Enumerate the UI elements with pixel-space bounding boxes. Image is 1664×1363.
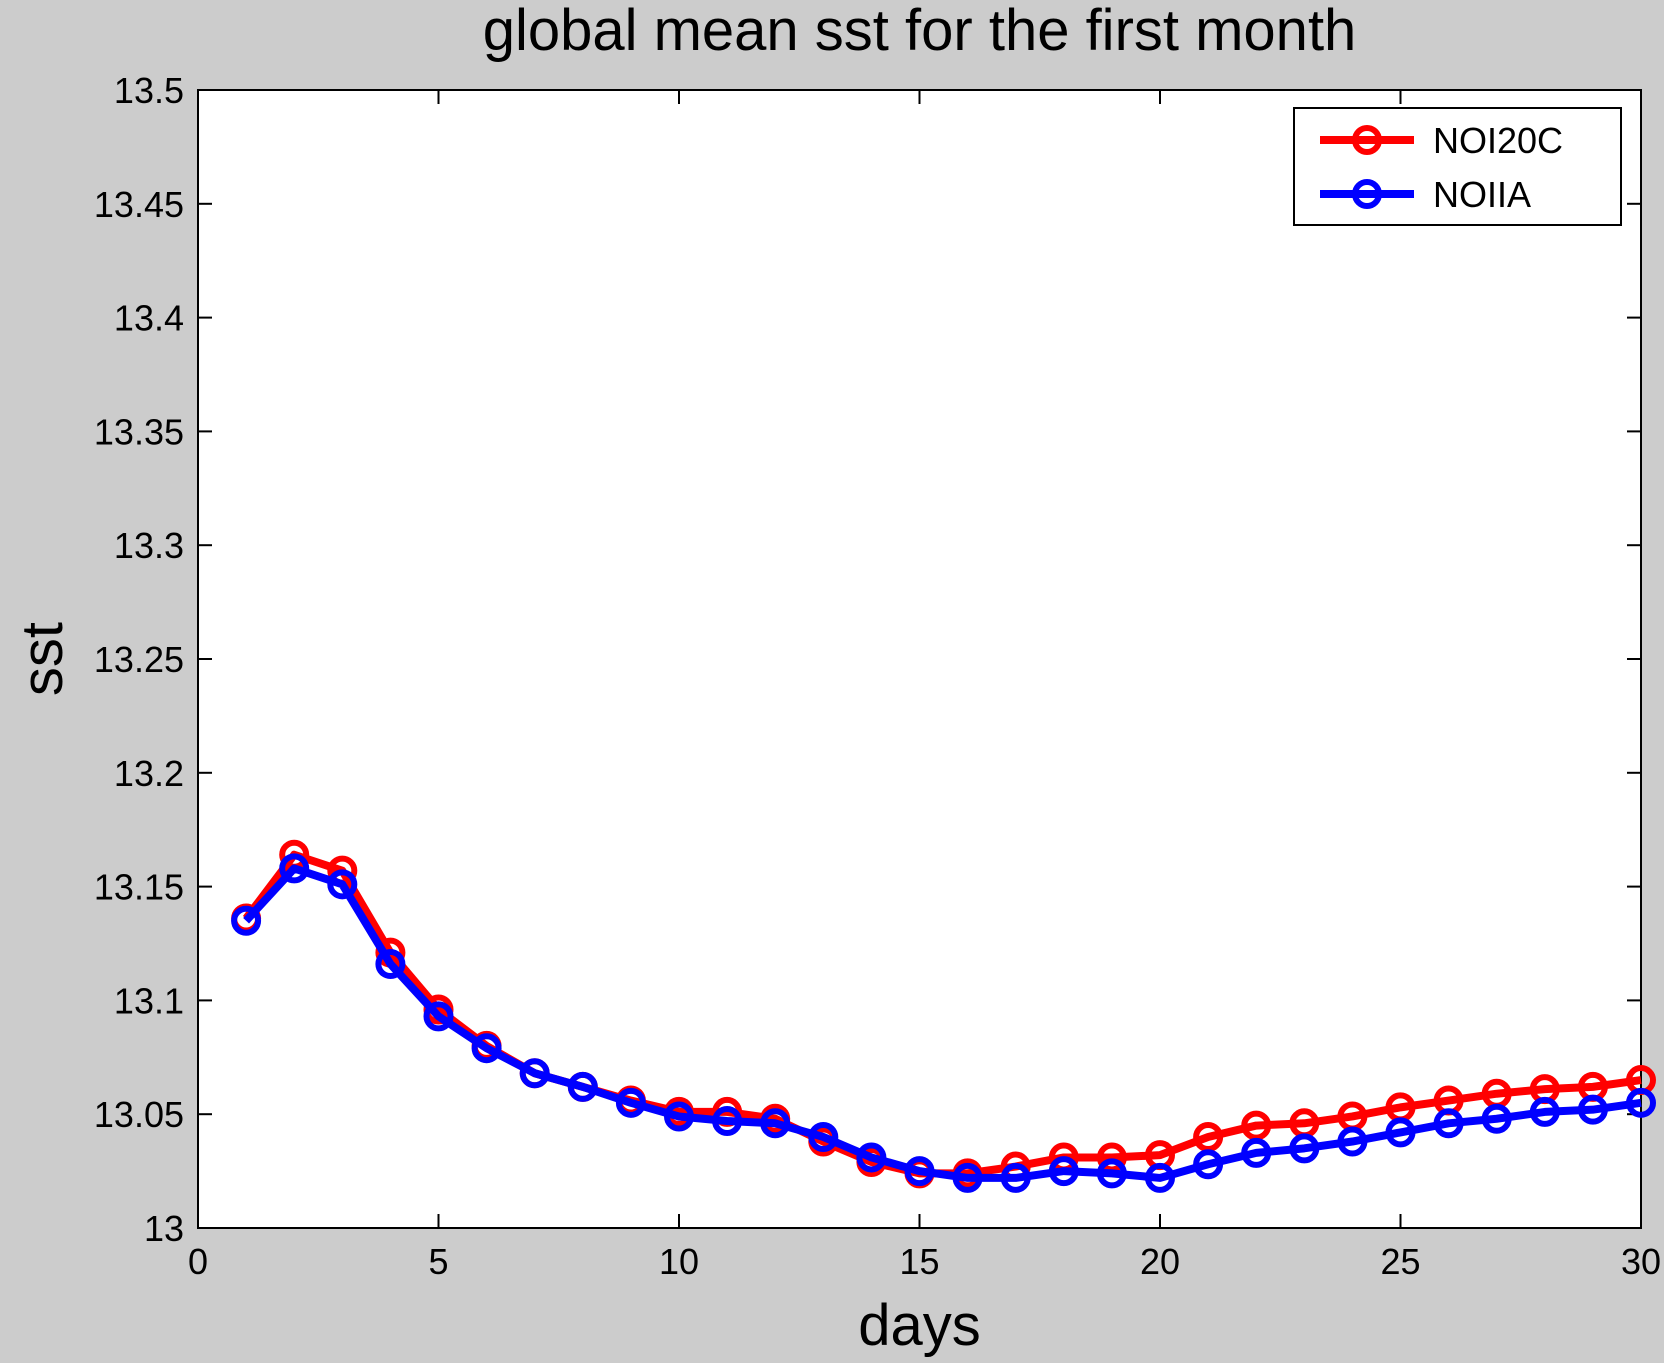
data-point [1481,1103,1512,1134]
series-layer [231,839,1656,1193]
y-tick-label: 13.05 [94,1094,184,1135]
axis-ticks: 0 5 10 15 20 25 30 13 13.05 13.1 13.15 13.2 13.25 13.… [94,70,1661,1282]
chart-title: global mean sst for the first month [483,0,1357,63]
legend-item: NOI20C [1320,120,1563,161]
legend-box [1293,107,1622,226]
data-point [519,1058,550,1089]
data-point [808,1121,839,1152]
data-point [1145,1162,1175,1193]
x-tick-label: 30 [1621,1241,1661,1282]
x-axis-title: days [858,1293,981,1358]
data-point [1193,1121,1224,1152]
data-point [615,1087,646,1118]
data-point [1096,1158,1127,1189]
data-point [1529,1096,1560,1127]
x-tick-label: 25 [1380,1241,1420,1282]
data-point [327,869,358,900]
data-point [567,1071,598,1102]
x-tick-label: 10 [659,1241,699,1282]
data-point [423,1001,454,1032]
data-point [904,1156,935,1187]
data-point [375,948,406,979]
y-tick-label: 13.2 [114,753,184,794]
data-point [471,1033,502,1064]
series-NOIIA [231,853,1656,1193]
data-point [1241,1110,1272,1141]
legend-label: NOIIA [1433,174,1531,215]
legend-label: NOI20C [1433,120,1563,161]
y-tick-label: 13.35 [94,411,184,452]
data-point [1048,1156,1079,1187]
data-point [1289,1133,1320,1164]
data-point [856,1142,887,1173]
y-tick-label: 13.45 [94,184,184,225]
legend-item: NOIIA [1320,174,1531,215]
x-tick-label: 15 [899,1241,939,1282]
y-tick-label: 13.1 [114,980,184,1021]
data-point [1000,1162,1031,1193]
data-point [1337,1126,1368,1157]
data-point [1193,1149,1224,1180]
data-point [760,1108,791,1139]
x-tick-label: 5 [428,1241,448,1282]
legend-marker [1352,179,1382,209]
y-tick-label: 13.4 [114,298,184,339]
legend-marker [1352,125,1382,155]
data-point [1577,1094,1608,1125]
y-tick-label: 13.25 [94,639,184,680]
plot-area [197,89,1642,1229]
data-point [664,1101,694,1132]
data-point [1626,1087,1656,1118]
data-point [952,1162,983,1193]
y-tick-label: 13.15 [94,867,184,908]
data-point [279,853,310,884]
data-point [231,905,262,936]
y-tick-label: 13.3 [114,525,184,566]
legend: NOI20C NOIIA [1293,107,1622,226]
y-tick-label: 13.5 [114,70,184,111]
data-point [1385,1117,1416,1148]
y-axis-title: sst [10,622,75,696]
y-tick-label: 13 [144,1208,184,1249]
data-point [1241,1137,1272,1168]
x-tick-label: 0 [188,1241,208,1282]
x-tick-label: 20 [1140,1241,1180,1282]
data-point [1433,1108,1464,1139]
data-point [712,1106,743,1137]
